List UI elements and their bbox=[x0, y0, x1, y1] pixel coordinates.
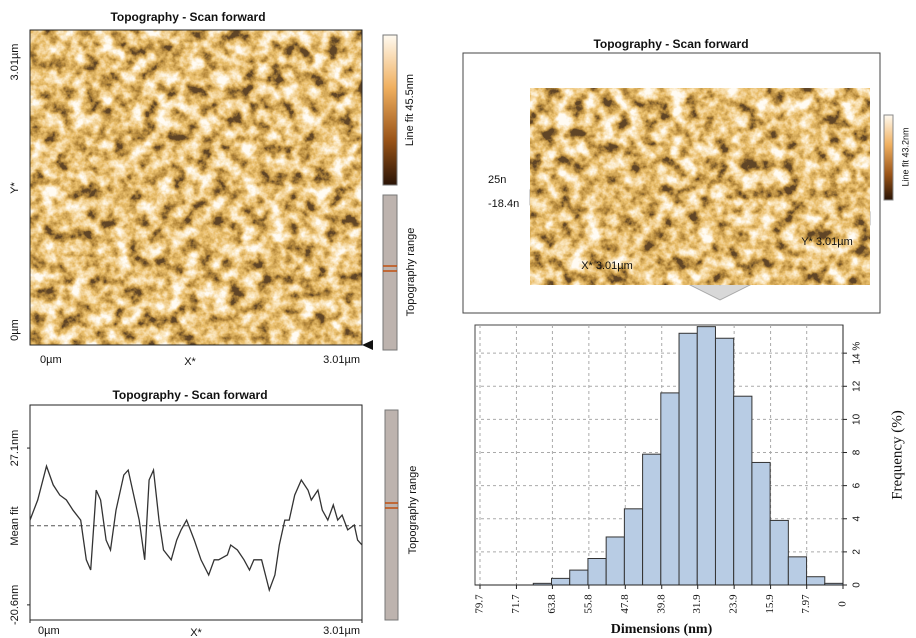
y-label: Y* bbox=[9, 181, 21, 193]
panel-title: Topography - Scan forward bbox=[593, 37, 748, 51]
x-tick-label: 79.7 bbox=[474, 594, 486, 614]
range-label: Topography range bbox=[407, 466, 419, 555]
x-tick-label: 23.9 bbox=[728, 594, 740, 614]
colorbar-label: Line fit 43.2nm bbox=[900, 127, 910, 186]
x-tick-label: 15.9 bbox=[764, 594, 776, 614]
bar bbox=[733, 395, 753, 586]
x-label: 0µm bbox=[40, 354, 62, 366]
colorbar bbox=[382, 34, 398, 186]
bar bbox=[642, 453, 662, 586]
bar bbox=[678, 332, 698, 586]
y-label: Y* 3.01µm bbox=[801, 236, 853, 248]
bar bbox=[551, 577, 571, 586]
x-tick-label: 7.97 bbox=[800, 594, 812, 614]
x-label: X* 3.01µm bbox=[581, 260, 633, 272]
range-label: Topography range bbox=[405, 228, 417, 317]
z-label: -18.4n bbox=[488, 198, 519, 210]
image-frame bbox=[29, 29, 363, 346]
bar bbox=[751, 461, 771, 586]
bar bbox=[623, 508, 644, 586]
y-tick-label: 14 % bbox=[852, 342, 863, 365]
bar bbox=[806, 576, 826, 586]
y-tick-label: 2 bbox=[852, 549, 863, 555]
marker bbox=[362, 340, 373, 350]
y-tick-label: -20.6nm bbox=[9, 585, 21, 625]
bar bbox=[714, 337, 735, 586]
x-tick-label: 47.8 bbox=[619, 594, 631, 614]
x-label: X* bbox=[184, 356, 196, 368]
chart-title: Topography - Scan forward bbox=[112, 388, 267, 402]
y-tick-label: 27.1nm bbox=[9, 430, 21, 467]
x-tick-label: 55.8 bbox=[582, 594, 594, 614]
bar bbox=[587, 558, 607, 586]
y-tick-label: 12 bbox=[852, 380, 863, 392]
x-tick-label: 0µm bbox=[38, 625, 60, 637]
range-bar bbox=[384, 409, 399, 621]
bar bbox=[787, 556, 808, 586]
x-axis-label: X* bbox=[190, 627, 202, 638]
y-axis-label: Frequency (%) bbox=[889, 410, 905, 500]
y-tick-label: 10 bbox=[852, 413, 863, 425]
panel-title: Topography - Scan forward bbox=[110, 10, 265, 24]
range-bar bbox=[382, 194, 398, 351]
x-tick-label: 39.8 bbox=[655, 594, 667, 614]
colorbar-label: Line fit 45.5nm bbox=[404, 74, 416, 146]
y-axis-label: Mean fit bbox=[9, 506, 21, 545]
x-tick-label: 71.7 bbox=[510, 594, 522, 614]
plot-frame bbox=[29, 404, 363, 621]
bar bbox=[696, 326, 716, 586]
y-tick-label: 4 bbox=[852, 516, 863, 522]
surface-3d bbox=[530, 88, 870, 285]
bar bbox=[569, 569, 589, 586]
bar bbox=[605, 536, 625, 586]
x-tick-label: 31.9 bbox=[691, 594, 703, 614]
colorbar bbox=[883, 114, 894, 201]
y-tick-label: 0 bbox=[852, 582, 863, 588]
y-tick-label: 8 bbox=[852, 449, 863, 455]
y-label: 0µm bbox=[9, 319, 21, 341]
y-tick-label: 6 bbox=[852, 482, 863, 488]
y-label: 3.01µm bbox=[9, 44, 21, 81]
x-axis-label: Dimensions (nm) bbox=[611, 622, 713, 637]
x-tick-label: 63.8 bbox=[546, 594, 558, 614]
x-tick-label: 0 bbox=[837, 601, 849, 607]
bar bbox=[769, 519, 789, 586]
profile-line bbox=[29, 463, 363, 593]
x-label: 3.01µm bbox=[323, 354, 360, 366]
bar bbox=[660, 392, 680, 586]
afm-image bbox=[30, 30, 362, 345]
z-label: 25n bbox=[488, 174, 506, 186]
x-tick-label: 3.01µm bbox=[323, 625, 360, 637]
